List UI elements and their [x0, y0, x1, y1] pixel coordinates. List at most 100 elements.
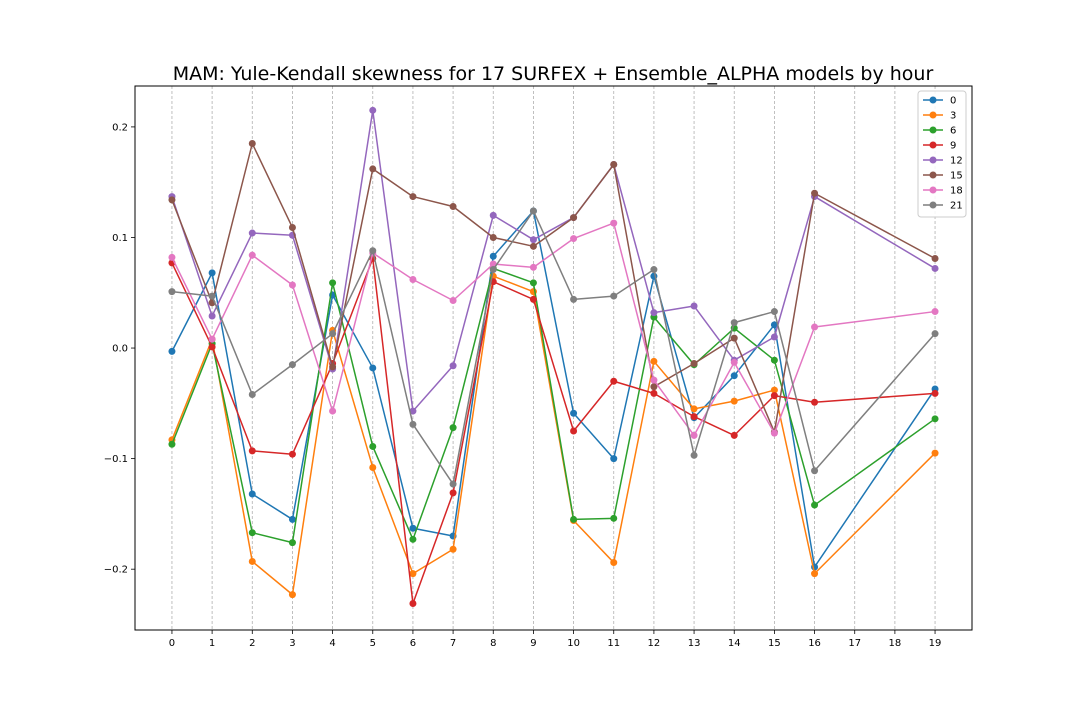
data-point: [489, 266, 497, 274]
legend: 0 3 6 9 12 15 18 21: [917, 90, 967, 218]
data-point: [570, 214, 578, 222]
data-point: [369, 463, 377, 471]
data-point: [770, 333, 778, 341]
data-point: [690, 431, 698, 439]
data-point: [248, 139, 256, 147]
data-point: [690, 302, 698, 310]
data-point: [811, 398, 819, 406]
series-line: [171, 257, 936, 605]
series-line: [171, 275, 936, 596]
data-point: [610, 292, 618, 300]
y-tick-label: 0.2: [112, 122, 128, 133]
data-point: [811, 323, 819, 331]
data-point: [449, 424, 457, 432]
data-point: [208, 292, 216, 300]
x-tick-label: 19: [929, 638, 942, 649]
data-point: [610, 377, 618, 385]
legend-marker: [929, 126, 937, 134]
data-point: [288, 450, 296, 458]
data-point: [288, 281, 296, 289]
data-point: [770, 356, 778, 364]
data-point: [369, 106, 377, 114]
x-tick-label: 4: [329, 638, 335, 649]
series-3: [168, 272, 939, 599]
x-tick-label: 17: [848, 638, 861, 649]
x-tick-label: 11: [607, 638, 620, 649]
legend-label: 0: [950, 96, 956, 107]
data-point: [730, 372, 738, 380]
x-tick-label: 3: [289, 638, 295, 649]
x-tick-label: 18: [889, 638, 902, 649]
y-axis: −0.2 −0.1 0.0 0.1 0.2: [104, 122, 135, 576]
x-tick-label: 9: [530, 638, 536, 649]
legend-marker: [929, 111, 937, 119]
data-point: [409, 407, 417, 415]
data-point: [409, 275, 417, 283]
data-point: [208, 335, 216, 343]
series-0: [168, 207, 939, 571]
data-point: [811, 189, 819, 197]
data-point: [730, 397, 738, 405]
data-point: [489, 211, 497, 219]
data-point: [369, 165, 377, 173]
data-point: [168, 440, 176, 448]
data-point: [248, 390, 256, 398]
x-tick-label: 16: [808, 638, 821, 649]
data-point: [730, 319, 738, 327]
data-point: [168, 347, 176, 355]
legend-marker: [929, 141, 937, 149]
y-tick-label: 0.1: [112, 233, 128, 244]
data-point: [369, 364, 377, 372]
grid: [171, 86, 936, 630]
data-point: [288, 361, 296, 369]
data-point: [288, 224, 296, 232]
legend-box: [917, 90, 967, 218]
x-tick-label: 12: [648, 638, 661, 649]
data-point: [690, 451, 698, 459]
data-point: [529, 279, 537, 287]
series-6: [168, 264, 939, 547]
data-point: [811, 501, 819, 509]
x-tick-label: 0: [169, 638, 175, 649]
y-tick-label: −0.2: [104, 565, 128, 576]
x-tick-label: 5: [370, 638, 376, 649]
data-point: [931, 389, 939, 397]
y-tick-label: −0.1: [104, 454, 128, 465]
data-point: [288, 591, 296, 599]
data-point: [329, 330, 337, 338]
data-point: [248, 529, 256, 537]
data-point: [529, 263, 537, 271]
x-tick-label: 13: [688, 638, 701, 649]
legend-marker: [929, 156, 937, 164]
data-point: [449, 480, 457, 488]
data-point: [570, 409, 578, 417]
data-point: [208, 312, 216, 320]
data-point: [770, 386, 778, 394]
data-point: [770, 392, 778, 400]
data-point: [288, 515, 296, 523]
data-point: [449, 545, 457, 553]
legend-marker: [929, 171, 937, 179]
chart-title: MAM: Yule-Kendall skewness for 17 SURFEX…: [173, 63, 934, 85]
data-point: [409, 193, 417, 201]
data-point: [570, 295, 578, 303]
data-point: [931, 415, 939, 423]
data-point: [529, 295, 537, 303]
data-point: [570, 515, 578, 523]
x-tick-label: 15: [768, 638, 781, 649]
data-point: [650, 383, 658, 391]
x-tick-label: 6: [410, 638, 416, 649]
data-point: [409, 599, 417, 607]
legend-item: 9: [923, 141, 956, 152]
data-point: [329, 363, 337, 371]
x-tick-label: 14: [728, 638, 741, 649]
data-point: [409, 524, 417, 532]
legend-marker: [929, 201, 937, 209]
data-point: [449, 297, 457, 305]
data-point: [329, 407, 337, 415]
data-point: [811, 467, 819, 475]
legend-item: 0: [923, 96, 956, 107]
data-point: [208, 343, 216, 351]
data-point: [529, 207, 537, 215]
